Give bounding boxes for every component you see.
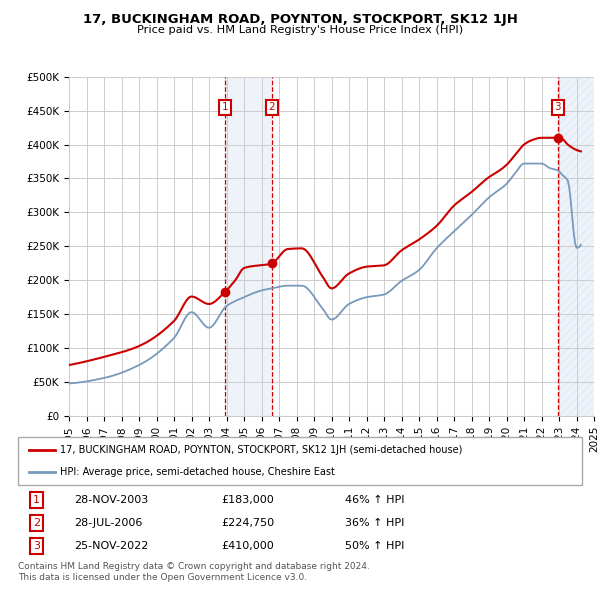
Text: 1: 1 bbox=[33, 495, 40, 505]
Text: Price paid vs. HM Land Registry's House Price Index (HPI): Price paid vs. HM Land Registry's House … bbox=[137, 25, 463, 35]
Bar bbox=[557, 77, 594, 416]
Text: 1: 1 bbox=[222, 102, 229, 112]
Text: 2: 2 bbox=[268, 102, 275, 112]
Text: 2: 2 bbox=[33, 518, 40, 527]
Text: HPI: Average price, semi-detached house, Cheshire East: HPI: Average price, semi-detached house,… bbox=[60, 467, 335, 477]
Text: £183,000: £183,000 bbox=[221, 495, 274, 505]
Text: £410,000: £410,000 bbox=[221, 540, 274, 550]
Text: 3: 3 bbox=[33, 540, 40, 550]
Text: 17, BUCKINGHAM ROAD, POYNTON, STOCKPORT, SK12 1JH: 17, BUCKINGHAM ROAD, POYNTON, STOCKPORT,… bbox=[83, 13, 517, 26]
Text: Contains HM Land Registry data © Crown copyright and database right 2024.: Contains HM Land Registry data © Crown c… bbox=[18, 562, 370, 571]
Text: 28-NOV-2003: 28-NOV-2003 bbox=[74, 495, 149, 505]
Bar bbox=[225, 77, 272, 416]
Text: 28-JUL-2006: 28-JUL-2006 bbox=[74, 518, 143, 527]
Text: 36% ↑ HPI: 36% ↑ HPI bbox=[345, 518, 404, 527]
Text: 25-NOV-2022: 25-NOV-2022 bbox=[74, 540, 149, 550]
Text: £224,750: £224,750 bbox=[221, 518, 274, 527]
Text: 3: 3 bbox=[554, 102, 561, 112]
Text: 50% ↑ HPI: 50% ↑ HPI bbox=[345, 540, 404, 550]
Text: 46% ↑ HPI: 46% ↑ HPI bbox=[345, 495, 404, 505]
FancyBboxPatch shape bbox=[18, 437, 582, 485]
Text: This data is licensed under the Open Government Licence v3.0.: This data is licensed under the Open Gov… bbox=[18, 573, 307, 582]
Text: 17, BUCKINGHAM ROAD, POYNTON, STOCKPORT, SK12 1JH (semi-detached house): 17, BUCKINGHAM ROAD, POYNTON, STOCKPORT,… bbox=[60, 445, 463, 455]
